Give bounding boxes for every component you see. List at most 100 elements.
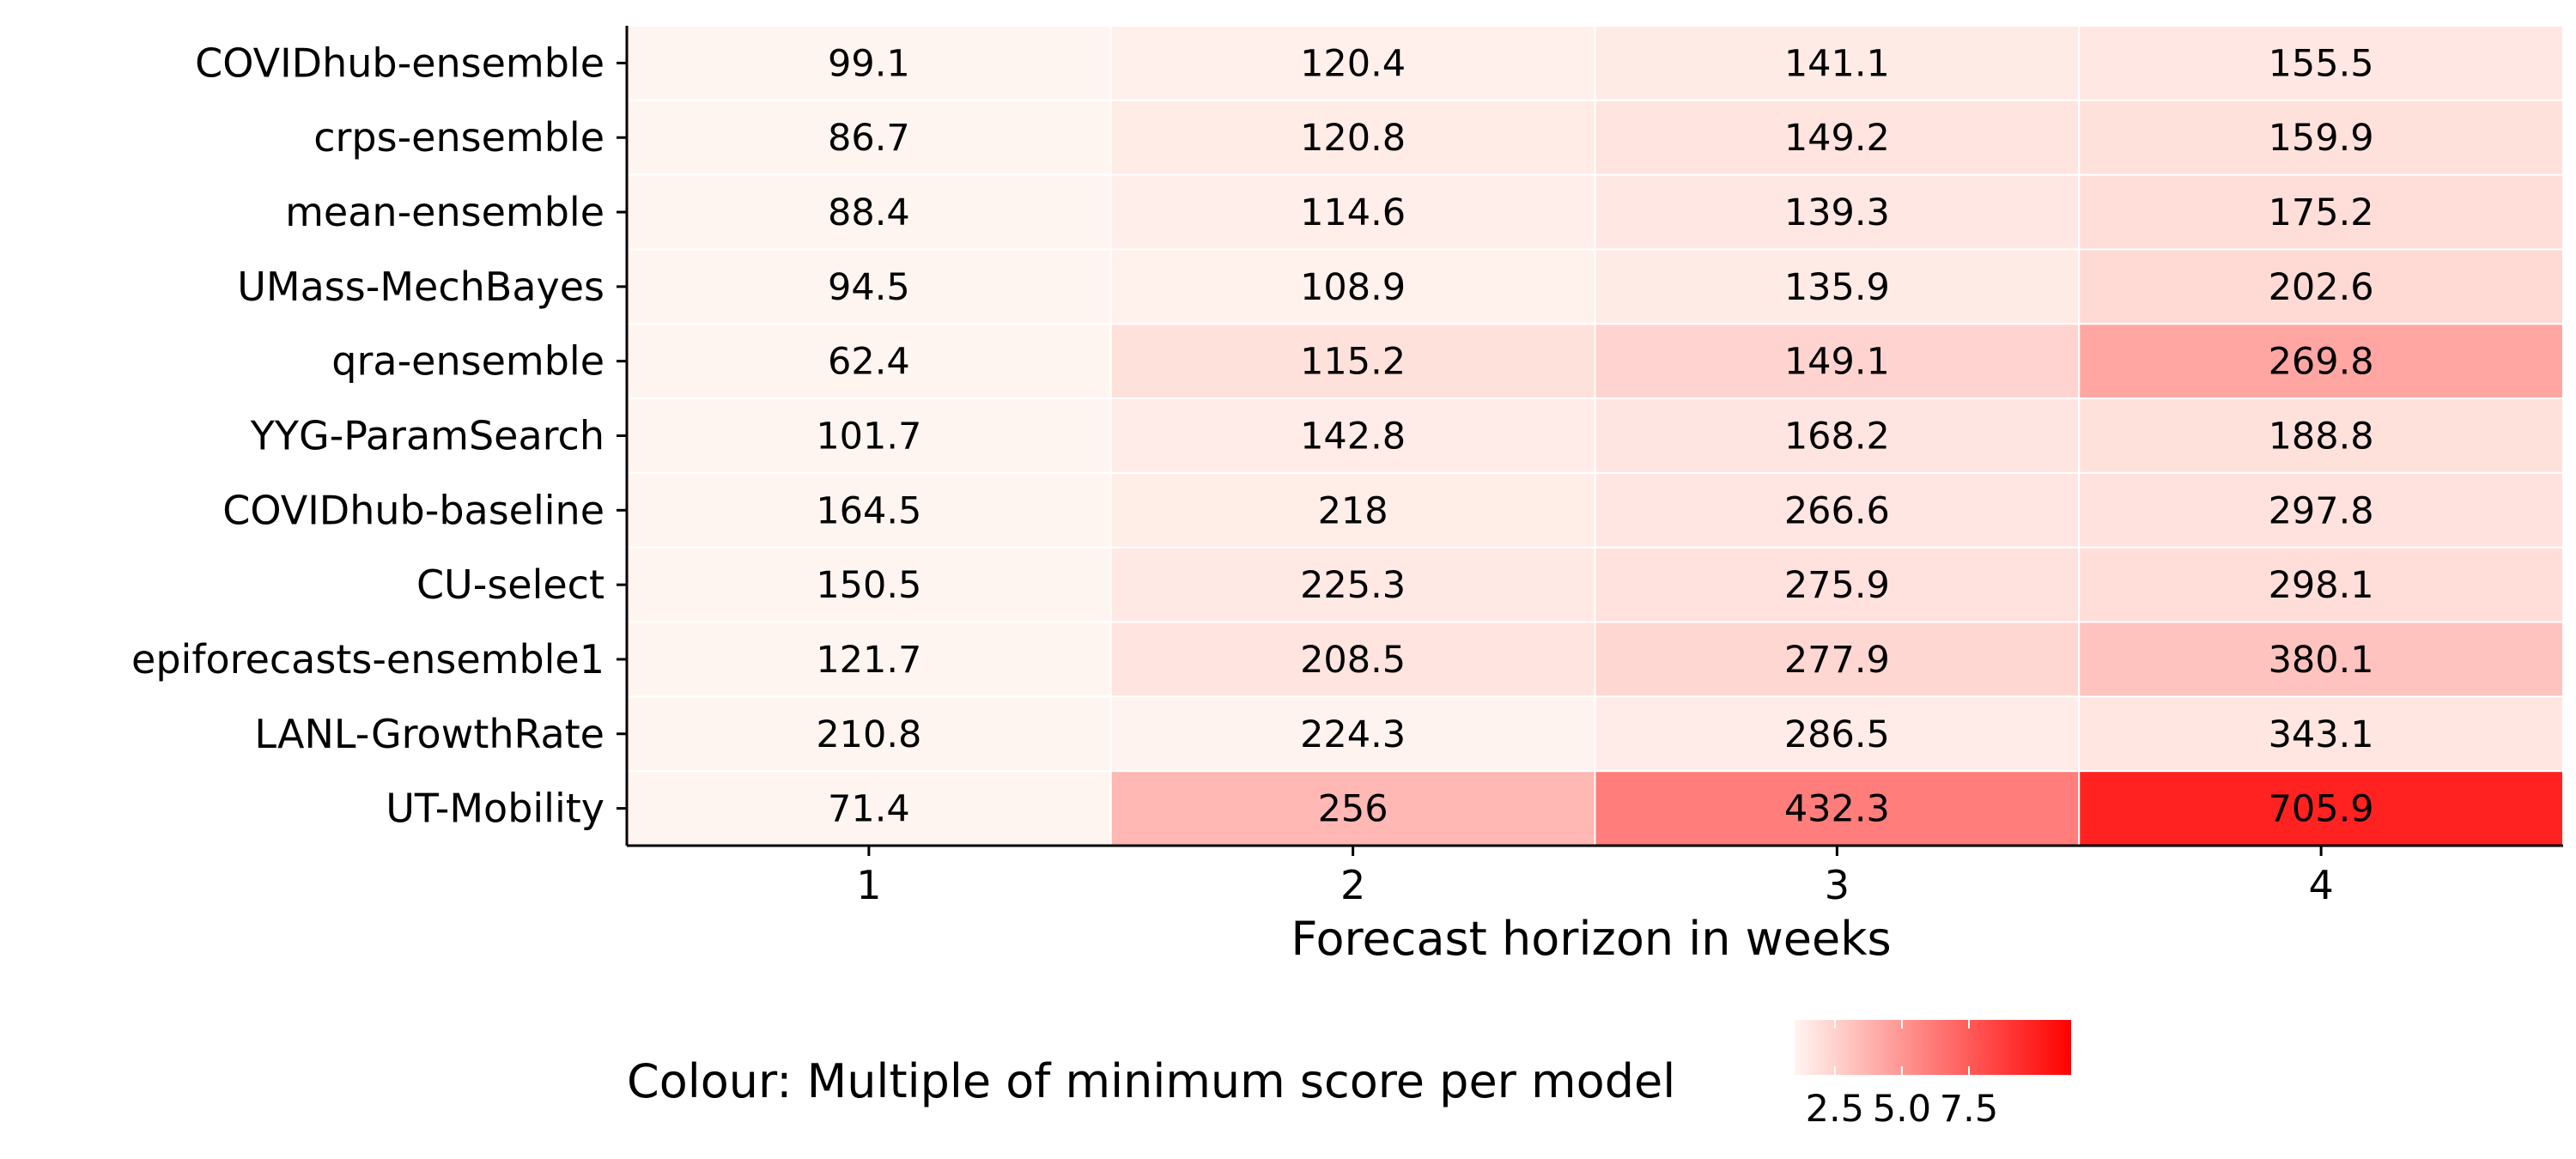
cell-value-label: 275.9 bbox=[1784, 564, 1890, 607]
x-axis-ticks: 1 2 3 4 bbox=[856, 846, 2334, 908]
cell-value-label: 256 bbox=[1318, 788, 1388, 831]
heatmap-cell bbox=[1594, 471, 2081, 549]
heatmap-cell bbox=[2078, 621, 2564, 698]
cell-value-label: 705.9 bbox=[2269, 788, 2374, 831]
cell-value-label: 155.5 bbox=[2269, 42, 2374, 85]
cell-value-label: 175.2 bbox=[2269, 191, 2374, 234]
heatmap-cell bbox=[1594, 397, 2081, 474]
heatmap-cell bbox=[626, 99, 1112, 176]
cell-value-label: 94.5 bbox=[828, 266, 910, 309]
heatmap-cell bbox=[1109, 323, 1596, 400]
heatmap-cell bbox=[1594, 770, 2081, 847]
heatmap-cell bbox=[626, 248, 1112, 325]
heatmap-cell bbox=[2078, 471, 2564, 549]
heatmap-cell bbox=[2078, 397, 2564, 474]
cell-value-label: 86.7 bbox=[828, 117, 910, 160]
heatmap-cell bbox=[2078, 770, 2564, 847]
cell-value-label: 269.8 bbox=[2269, 341, 2374, 384]
heatmap-cell bbox=[2078, 99, 2564, 176]
colour-legend-bar bbox=[1795, 1020, 2071, 1075]
colour-legend-title: Colour: Multiple of minimum score per mo… bbox=[627, 1054, 1675, 1108]
heatmap-cell bbox=[1594, 621, 2081, 698]
cell-value-label: 168.2 bbox=[1784, 416, 1890, 458]
heatmap-cell bbox=[2078, 25, 2564, 101]
cell-value-label: 88.4 bbox=[828, 191, 910, 234]
cell-value-label: 297.8 bbox=[2269, 489, 2374, 532]
heatmap-cell bbox=[1109, 695, 1596, 773]
legend-tick-label: 7.5 bbox=[1940, 1088, 1998, 1131]
heatmap-cell bbox=[626, 471, 1112, 549]
x-tick-label: 4 bbox=[2308, 862, 2333, 908]
heatmap-cell bbox=[1594, 323, 2081, 400]
cell-value-label: 208.5 bbox=[1300, 639, 1406, 682]
heatmap-cell bbox=[2078, 323, 2564, 400]
cell-value-label: 343.1 bbox=[2269, 713, 2374, 756]
heatmap-cells bbox=[626, 25, 2564, 847]
y-tick-label: COVIDhub-ensemble bbox=[195, 39, 605, 86]
cell-value-label: 121.7 bbox=[816, 639, 921, 682]
cell-value-label: 150.5 bbox=[816, 564, 921, 607]
cell-value-label: 225.3 bbox=[1300, 564, 1406, 607]
cell-value-label: 141.1 bbox=[1784, 42, 1890, 85]
legend-tick-label: 2.5 bbox=[1806, 1088, 1864, 1131]
cell-value-label: 142.8 bbox=[1300, 416, 1406, 458]
heatmap-cell bbox=[2078, 695, 2564, 773]
x-tick-label: 1 bbox=[856, 862, 881, 908]
cell-value-label: 108.9 bbox=[1300, 266, 1406, 309]
y-tick-label: epiforecasts-ensemble1 bbox=[131, 636, 605, 683]
heatmap-cell bbox=[626, 397, 1112, 474]
heatmap-cell bbox=[1594, 546, 2081, 623]
heatmap-cell bbox=[626, 695, 1112, 773]
cell-value-label: 149.1 bbox=[1784, 341, 1890, 384]
cell-value-label: 120.8 bbox=[1300, 117, 1406, 160]
cell-value-label: 120.4 bbox=[1300, 42, 1406, 85]
heatmap-cell bbox=[1109, 397, 1596, 474]
y-tick-label: COVIDhub-baseline bbox=[222, 487, 605, 533]
heatmap-cell bbox=[1594, 695, 2081, 773]
cell-value-label: 286.5 bbox=[1784, 713, 1890, 756]
heatmap-cell-labels: 99.1 120.4 141.1 155.5 86.7 120.8 149.2 159.9 88… bbox=[816, 42, 2373, 830]
cell-value-label: 188.8 bbox=[2269, 416, 2374, 458]
heatmap-cell bbox=[1109, 770, 1596, 847]
cell-value-label: 71.4 bbox=[828, 788, 910, 831]
y-tick-label: UT-Mobility bbox=[386, 786, 605, 832]
y-tick-label: LANL-GrowthRate bbox=[254, 711, 605, 757]
cell-value-label: 139.3 bbox=[1784, 191, 1890, 234]
cell-value-label: 202.6 bbox=[2269, 266, 2374, 309]
colour-legend-ticks: 2.5 5.0 7.5 bbox=[1806, 1020, 1998, 1131]
cell-value-label: 164.5 bbox=[816, 489, 921, 532]
heatmap-cell bbox=[1109, 99, 1596, 176]
y-tick-label: UMass-MechBayes bbox=[237, 264, 605, 310]
cell-value-label: 101.7 bbox=[816, 416, 921, 458]
heatmap-cell bbox=[1109, 25, 1596, 101]
y-tick-label: CU-select bbox=[416, 561, 605, 608]
heatmap-cell bbox=[1109, 248, 1596, 325]
cell-value-label: 210.8 bbox=[816, 713, 921, 756]
cell-value-label: 159.9 bbox=[2269, 117, 2374, 160]
cell-value-label: 277.9 bbox=[1784, 639, 1890, 682]
y-tick-label: YYG-ParamSearch bbox=[250, 413, 605, 459]
cell-value-label: 62.4 bbox=[828, 341, 910, 384]
heatmap-cell bbox=[1594, 25, 2081, 101]
y-tick-label: qra-ensemble bbox=[331, 338, 605, 385]
cell-value-label: 115.2 bbox=[1300, 341, 1406, 384]
y-axis-ticks: COVIDhub-ensemble crps-ensemble mean-ensem… bbox=[131, 39, 627, 832]
heatmap-cell bbox=[626, 25, 1112, 101]
heatmap-cell bbox=[626, 546, 1112, 623]
cell-value-label: 432.3 bbox=[1784, 788, 1890, 831]
x-axis-label: Forecast horizon in weeks bbox=[1291, 912, 1891, 966]
heatmap-cell bbox=[1109, 173, 1596, 251]
cell-value-label: 99.1 bbox=[828, 42, 910, 85]
cell-value-label: 218 bbox=[1318, 489, 1388, 532]
cell-value-label: 298.1 bbox=[2269, 564, 2374, 607]
x-tick-label: 3 bbox=[1825, 862, 1850, 908]
y-tick-label: mean-ensemble bbox=[285, 189, 605, 235]
cell-value-label: 224.3 bbox=[1300, 713, 1406, 756]
cell-value-label: 114.6 bbox=[1300, 191, 1406, 234]
cell-value-label: 380.1 bbox=[2269, 639, 2374, 682]
legend-tick-label: 5.0 bbox=[1873, 1088, 1931, 1131]
cell-value-label: 149.2 bbox=[1784, 117, 1890, 160]
y-tick-label: crps-ensemble bbox=[313, 114, 605, 161]
heatmap-cell bbox=[2078, 248, 2564, 325]
